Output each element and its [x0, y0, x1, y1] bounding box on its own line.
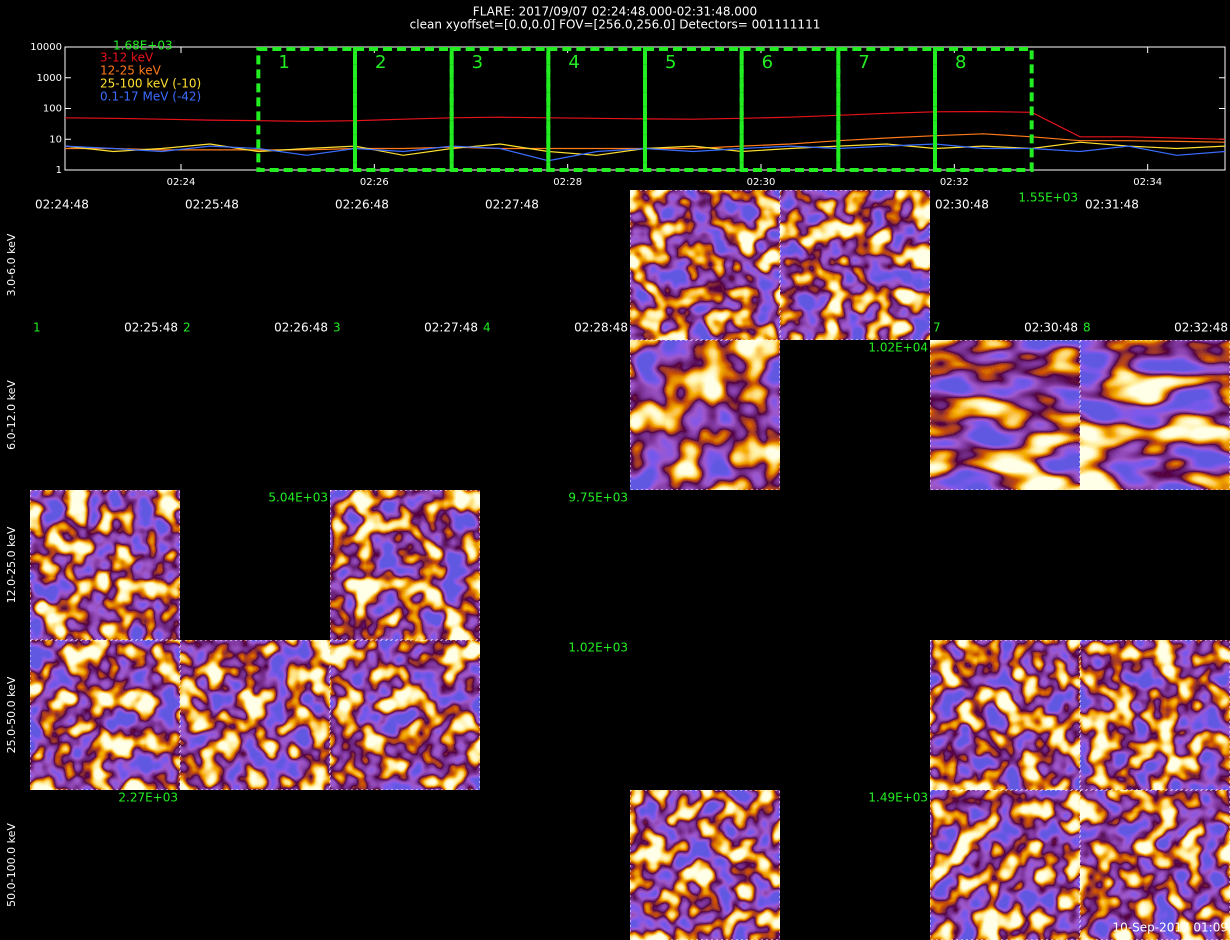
interval-box [643, 47, 744, 172]
band-label: 12.0-25.0 keV [5, 526, 18, 603]
x-tick-label: 02:24 [167, 177, 196, 188]
interval-box [449, 47, 551, 172]
end-time: 02:30:48 [1024, 321, 1078, 335]
image-panel [330, 640, 480, 790]
interval-label: 2 [375, 52, 386, 73]
end-time: 02:27:48 [424, 321, 478, 335]
image-panel [630, 790, 780, 940]
start-time: 02:27:48 [485, 198, 539, 212]
interval-box [933, 47, 1034, 172]
band-label: 25.0-50.0 keV [5, 676, 18, 753]
interval-number: 2 [183, 321, 191, 335]
image-panel [1080, 640, 1230, 790]
image-panel [30, 490, 180, 640]
legend-entry: 12-25 keV [100, 64, 162, 78]
legend-annotation: 1.68E+03 [113, 39, 173, 53]
image-panel [630, 190, 780, 340]
image-panel [930, 340, 1080, 490]
header-settings: clean xyoffset=[0.0,0.0] FOV=[256.0,256.… [410, 18, 821, 32]
x-tick-label: 02:30 [747, 177, 776, 188]
image-panel [780, 190, 930, 340]
peak-label: 1.55E+03 [1018, 191, 1078, 205]
interval-number: 1 [33, 321, 41, 335]
image-panel [1080, 340, 1230, 490]
footer-date: 10-Sep-2017 01:09 [1113, 921, 1228, 935]
image-panel [1080, 790, 1230, 940]
start-time: 02:24:48 [35, 198, 89, 212]
y-tick-label: 1000 [37, 73, 62, 84]
x-tick-label: 02:28 [553, 177, 582, 188]
peak-label: 1.49E+03 [868, 791, 928, 805]
peak-label: 1.02E+04 [868, 341, 928, 355]
image-panel [930, 640, 1080, 790]
x-tick-label: 02:26 [360, 177, 389, 188]
interval-box [739, 47, 841, 172]
x-tick-label: 02:34 [1133, 177, 1162, 188]
interval-label: 4 [568, 52, 579, 73]
interval-box [353, 47, 454, 172]
interval-number: 4 [483, 321, 491, 335]
image-panel [30, 640, 180, 790]
peak-label: 9.75E+03 [568, 491, 628, 505]
image-panel [630, 340, 780, 490]
peak-label: 2.27E+03 [118, 791, 178, 805]
legend-entry: 25-100 keV (-10) [100, 77, 201, 91]
end-time: 02:25:48 [124, 321, 178, 335]
band-label: 6.0-12.0 keV [5, 380, 18, 450]
end-time: 02:32:48 [1174, 321, 1228, 335]
header-title: FLARE: 2017/09/07 02:24:48.000-02:31:48.… [473, 5, 757, 19]
y-tick-label: 100 [43, 104, 62, 115]
legend-entry: 3-12 keV [100, 51, 154, 65]
interval-box [836, 47, 937, 172]
end-time: 02:28:48 [574, 321, 628, 335]
interval-box [546, 47, 647, 172]
interval-number: 8 [1083, 321, 1091, 335]
interval-number: 7 [933, 321, 941, 335]
interval-label: 1 [278, 52, 289, 73]
peak-label: 1.02E+03 [568, 641, 628, 655]
interval-label: 3 [472, 52, 483, 73]
start-time: 02:25:48 [185, 198, 239, 212]
interval-label: 5 [665, 52, 676, 73]
start-time: 02:26:48 [335, 198, 389, 212]
interval-label: 7 [858, 52, 869, 73]
image-panel [180, 640, 330, 790]
y-tick-label: 10 [49, 134, 62, 145]
band-label: 50.0-100.0 keV [5, 823, 18, 907]
peak-label: 5.04E+03 [268, 491, 328, 505]
start-time: 02:30:48 [935, 198, 989, 212]
interval-label: 8 [955, 52, 966, 73]
x-tick-label: 02:32 [940, 177, 969, 188]
interval-label: 6 [762, 52, 773, 73]
image-panel [930, 790, 1080, 940]
interval-box [256, 47, 358, 172]
end-time: 02:26:48 [274, 321, 328, 335]
y-tick-label: 10000 [30, 42, 62, 53]
legend-entry: 0.1-17 MeV (-42) [100, 90, 201, 104]
band-label: 3.0-6.0 keV [5, 233, 18, 296]
image-panel [330, 490, 480, 640]
interval-number: 3 [333, 321, 341, 335]
y-tick-label: 1 [56, 165, 62, 176]
start-time: 02:31:48 [1085, 198, 1139, 212]
